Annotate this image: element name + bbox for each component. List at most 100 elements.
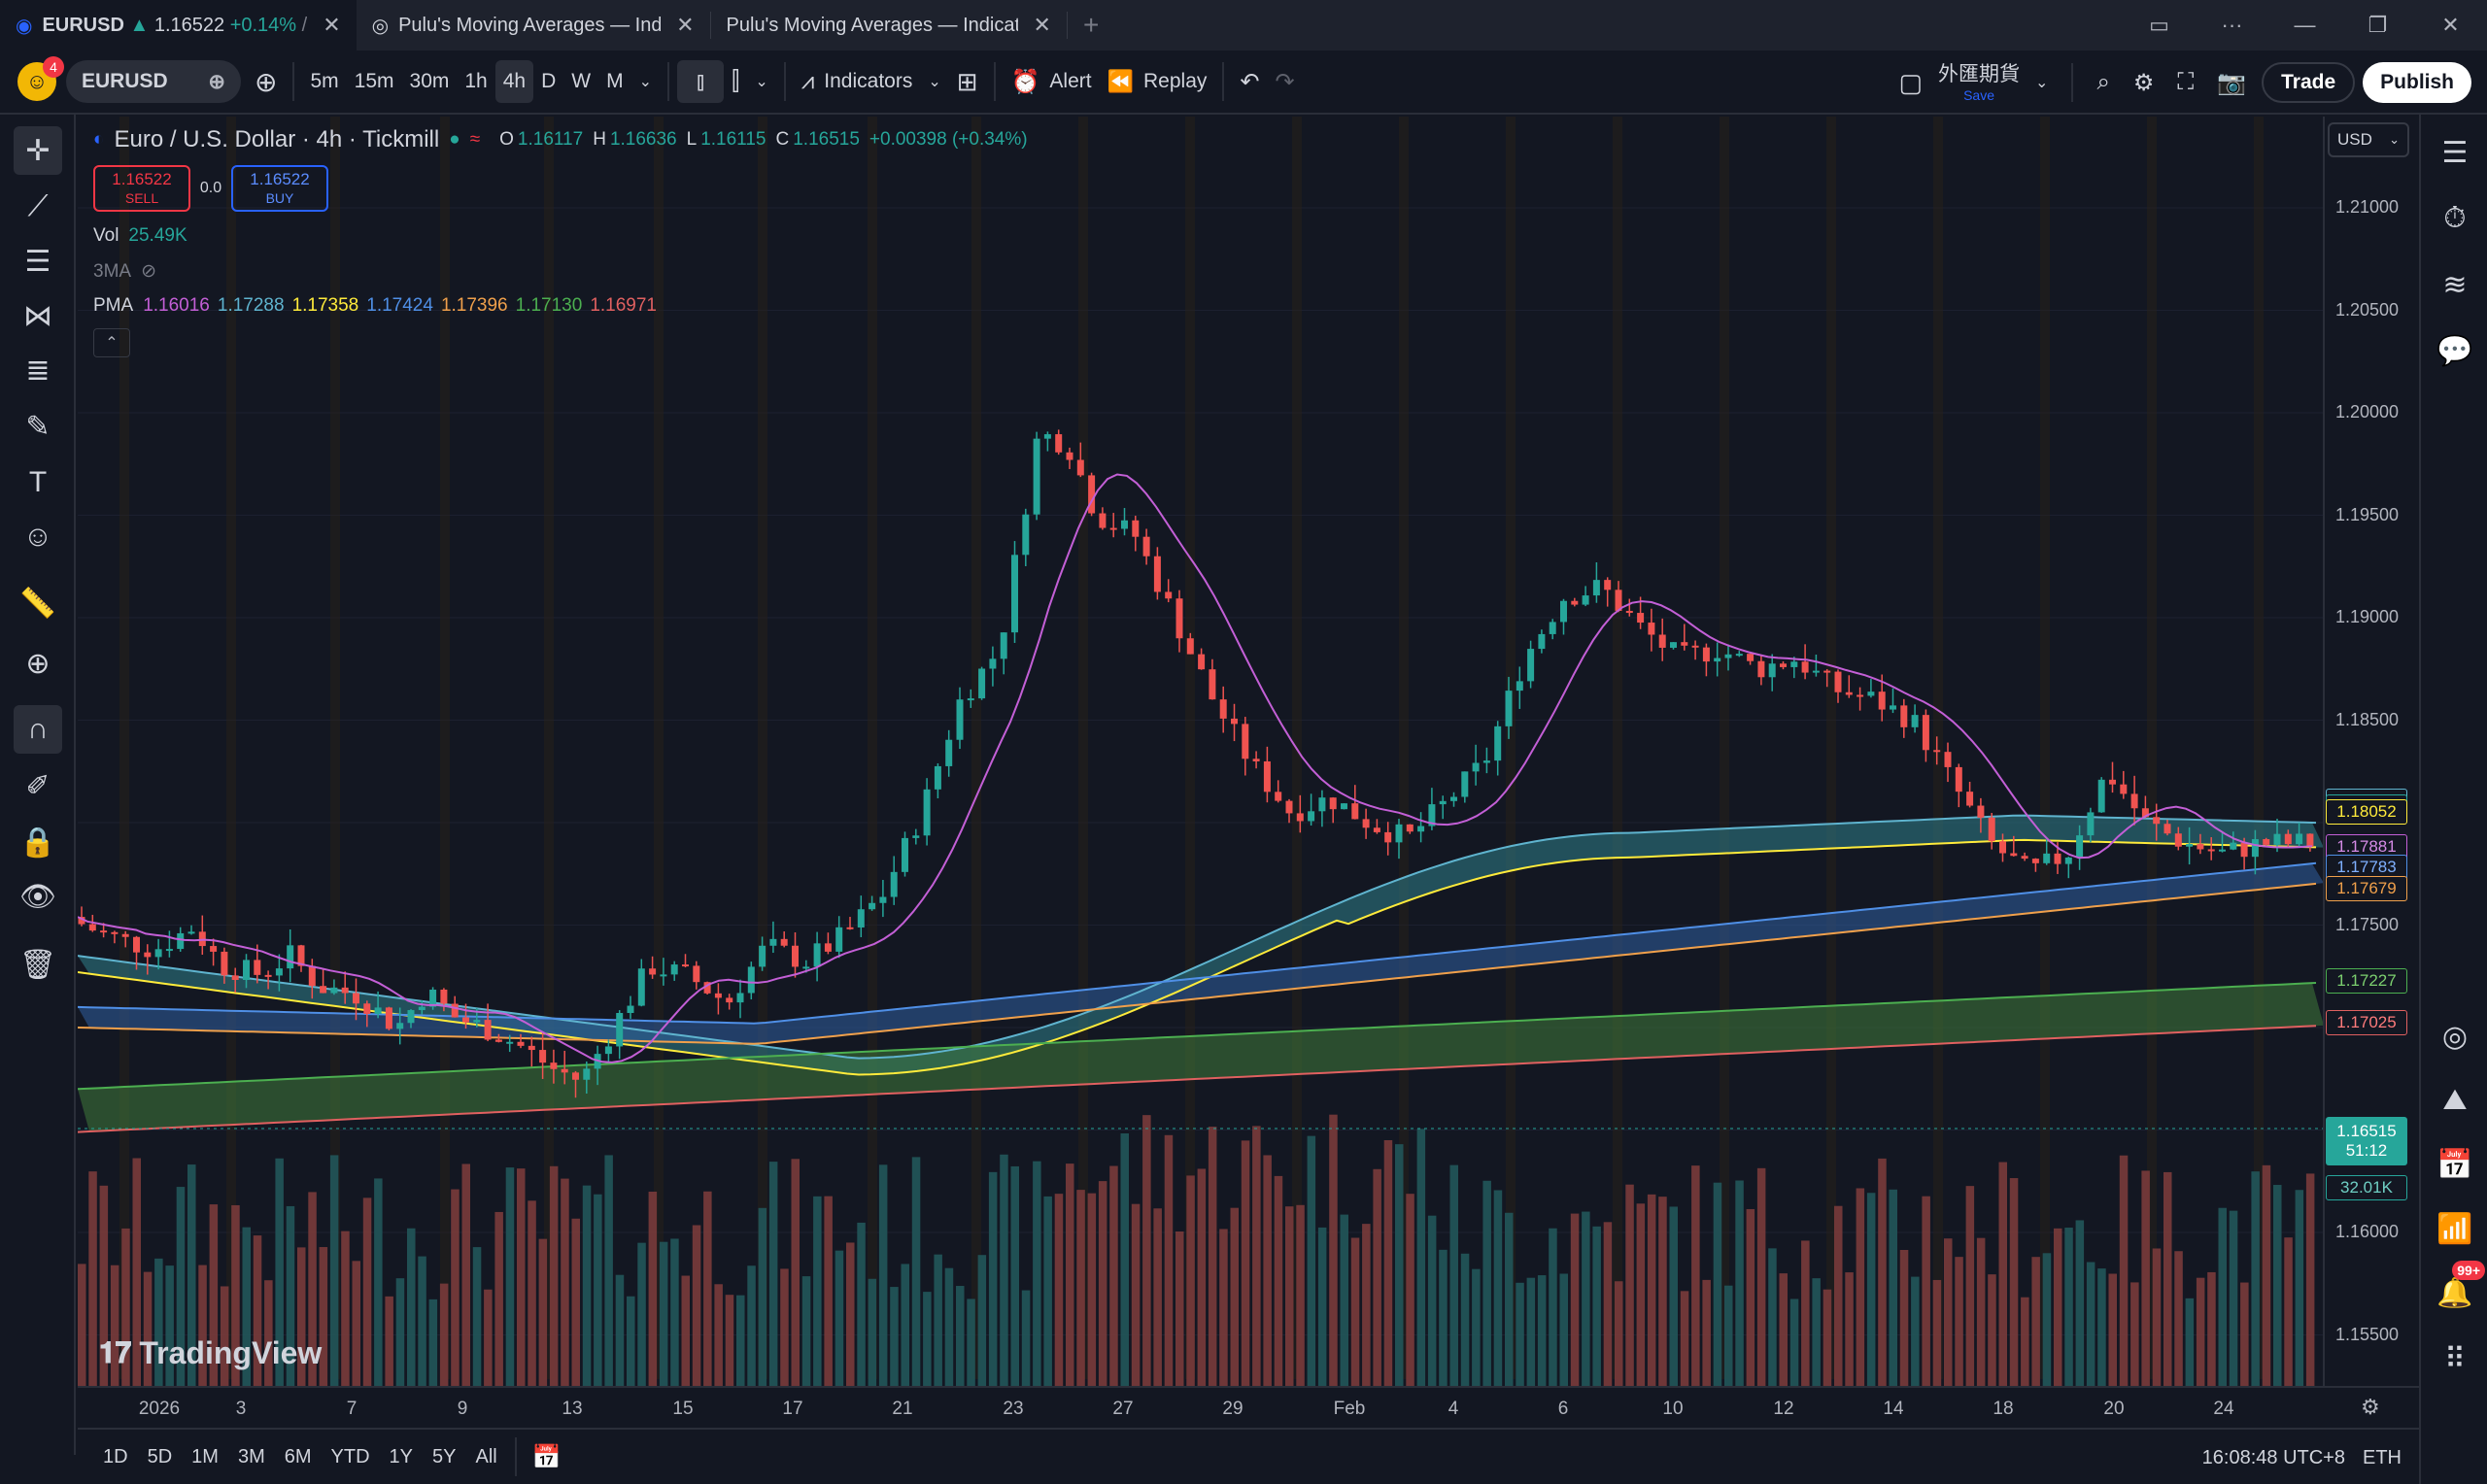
undo-button[interactable]: ↶ xyxy=(1232,60,1267,103)
candles-chart-type-button[interactable]: ⫾ xyxy=(677,60,724,103)
notifications-bell-icon[interactable]: 🔔 99+ xyxy=(2431,1261,2485,1317)
volume-bar xyxy=(878,1164,888,1387)
alert-button[interactable]: ⏰ Alert xyxy=(1004,60,1100,103)
range-1d-button[interactable]: 1D xyxy=(103,1445,128,1467)
object-tree-layers-icon[interactable]: ≋ xyxy=(2442,268,2468,301)
interval-5m-button[interactable]: 5m xyxy=(310,70,339,92)
sell-button[interactable]: 1.16522 SELL xyxy=(93,165,190,212)
auto-scale-settings-icon[interactable]: ⚙ xyxy=(2361,1395,2380,1419)
symbol-title[interactable]: Euro / U.S. Dollar · 4h · Tickmill xyxy=(114,126,440,152)
brush-tool-icon[interactable]: ✎ xyxy=(25,410,51,443)
text-tool-icon[interactable]: T xyxy=(28,466,48,498)
pma-legend[interactable]: PMA 1.16016 1.17288 1.17358 1.17424 1.17396 1… xyxy=(93,295,657,316)
minimize-icon[interactable]: — xyxy=(2294,13,2316,37)
watchlist-icon[interactable]: ☰ xyxy=(2441,136,2469,169)
symbol-search[interactable]: EURUSD ⊕ xyxy=(66,60,241,103)
pine-editor-icon[interactable]: ⛰ xyxy=(2442,1084,2468,1116)
range-3m-button[interactable]: 3M xyxy=(237,1445,265,1467)
tab-pulu-ma-2[interactable]: Pulu's Moving Averages — Indicat ✕ xyxy=(711,0,1067,51)
layout-name[interactable]: 外匯期貨 Save xyxy=(1938,64,2020,102)
range-5d-button[interactable]: 5D xyxy=(147,1445,173,1467)
close-tab-icon[interactable]: ✕ xyxy=(676,13,695,37)
interval-4h-button[interactable]: 4h xyxy=(494,60,534,103)
clock[interactable]: 16:08:48 UTC+8 xyxy=(2201,1446,2345,1468)
range-6m-button[interactable]: 6M xyxy=(284,1445,312,1467)
hidden-eye-icon[interactable]: ⊘ xyxy=(141,261,156,282)
horizontal-lines-tool-icon[interactable]: ☰ xyxy=(24,245,51,278)
range-all-button[interactable]: All xyxy=(475,1445,497,1467)
candle-body xyxy=(1109,527,1117,530)
calendar-icon[interactable]: 📅 xyxy=(2436,1148,2473,1181)
apps-grid-icon[interactable]: ⠿ xyxy=(2444,1342,2466,1375)
indicators-button[interactable]: ⩘ Indicators xyxy=(794,60,921,103)
magnet-tool-icon[interactable]: ∩ xyxy=(14,705,62,754)
news-feed-icon[interactable]: 📶 xyxy=(2436,1212,2473,1245)
interval-dropdown-button[interactable]: ⌄ xyxy=(631,60,660,103)
3ma-legend[interactable]: 3MA ⊘ xyxy=(93,260,156,283)
fullscreen-button[interactable]: ⛶ xyxy=(2169,61,2201,104)
zoom-tool-icon[interactable]: ⊕ xyxy=(25,647,51,680)
chart-type-dropdown[interactable]: ⌄ xyxy=(747,60,775,103)
range-1y-button[interactable]: 1Y xyxy=(389,1445,414,1467)
ruler-tool-icon[interactable]: 📏 xyxy=(19,587,56,620)
chat-icon[interactable]: 💬 xyxy=(2436,334,2473,367)
crosshair-tool-icon[interactable]: ✛ xyxy=(14,126,62,175)
buy-button[interactable]: 1.16522 BUY xyxy=(231,165,328,212)
restore-icon[interactable]: ❐ xyxy=(2368,13,2388,37)
emoji-tool-icon[interactable]: ☺ xyxy=(22,521,53,553)
settings-button[interactable]: ⚙ xyxy=(2126,61,2163,104)
interval-w-button[interactable]: W xyxy=(571,70,592,92)
range-5y-button[interactable]: 5Y xyxy=(432,1445,457,1467)
window-title-bar: ◉ EURUSD ▲ 1.16522 +0.14% / ✕ ◎ Pulu's M… xyxy=(0,0,2487,51)
range-ytd-button[interactable]: YTD xyxy=(330,1445,370,1467)
interval-1h-button[interactable]: 1h xyxy=(464,70,488,92)
pattern-tool-icon[interactable]: ⋈ xyxy=(23,299,52,332)
trash-icon[interactable]: 🗑 xyxy=(18,948,57,981)
user-avatar[interactable]: ☺ 4 xyxy=(17,56,64,101)
add-symbol-icon[interactable]: ⊕ xyxy=(208,70,225,93)
hide-drawings-icon[interactable]: 👁 xyxy=(18,880,57,913)
chart-area[interactable]: ◐ Euro / U.S. Dollar · 4h · Tickmill ● ≈… xyxy=(78,117,2419,1452)
screener-icon[interactable]: ◎ xyxy=(2441,1020,2469,1053)
drawing-mode-icon[interactable]: ✐ xyxy=(25,769,51,802)
lock-icon[interactable]: 🔒 xyxy=(19,826,56,859)
volume-legend[interactable]: Vol 25.49K xyxy=(93,225,187,246)
session-toggle[interactable]: ETH xyxy=(2363,1446,2402,1468)
goto-date-icon[interactable]: 📅 xyxy=(531,1443,562,1470)
interval-15m-button[interactable]: 15m xyxy=(354,70,394,92)
trend-line-tool-icon[interactable]: ⟋ xyxy=(27,190,49,222)
interval-list: 5m 15m 30m 1h 4h D W M xyxy=(302,60,630,103)
alerts-clock-icon[interactable]: ⏱ xyxy=(2443,202,2467,234)
indicators-dropdown[interactable]: ⌄ xyxy=(920,60,948,103)
more-icon[interactable]: ··· xyxy=(2221,13,2243,37)
snapshot-button[interactable]: 📷 xyxy=(2209,61,2254,104)
new-tab-button[interactable]: + xyxy=(1068,0,1114,51)
publish-button[interactable]: Publish xyxy=(2363,62,2471,103)
bars-chart-type-button[interactable]: ⫿ xyxy=(724,60,747,103)
layout-dropdown[interactable]: ⌄ xyxy=(2027,61,2056,104)
candle-body xyxy=(1735,654,1743,657)
time-tick-label: 3 xyxy=(235,1399,247,1419)
compare-symbol-button[interactable]: ⊕ xyxy=(247,60,285,103)
layout-icon[interactable]: ▭ xyxy=(2149,13,2169,37)
volume-bar xyxy=(2130,1282,2139,1387)
interval-m-button[interactable]: M xyxy=(606,70,624,92)
close-window-icon[interactable]: ✕ xyxy=(2441,13,2460,37)
layout-select-button[interactable]: ▢ xyxy=(1891,61,1930,104)
trade-button[interactable]: Trade xyxy=(2262,62,2356,103)
tab-pulu-ma-1[interactable]: ◎ Pulu's Moving Averages — Indi ✕ xyxy=(357,0,710,51)
tab-eurusd[interactable]: ◉ EURUSD ▲ 1.16522 +0.14% / ✕ xyxy=(0,0,357,51)
currency-select[interactable]: USD ⌄ xyxy=(2328,122,2409,157)
range-1m-button[interactable]: 1M xyxy=(191,1445,219,1467)
indicator-templates-button[interactable]: ⊞ xyxy=(949,60,986,103)
price-chart-canvas[interactable] xyxy=(78,117,2419,1452)
interval-30m-button[interactable]: 30m xyxy=(409,70,450,92)
replay-button[interactable]: ⏪ Replay xyxy=(1100,60,1215,103)
redo-button[interactable]: ↷ xyxy=(1268,60,1303,103)
fib-tool-icon[interactable]: ≣ xyxy=(25,354,51,387)
quick-search-button[interactable]: ⌕ xyxy=(2089,61,2117,104)
interval-d-button[interactable]: D xyxy=(541,70,557,92)
close-tab-icon[interactable]: ✕ xyxy=(1033,13,1051,37)
collapse-legend-button[interactable]: ⌃ xyxy=(93,328,130,357)
close-tab-icon[interactable]: ✕ xyxy=(323,13,341,37)
